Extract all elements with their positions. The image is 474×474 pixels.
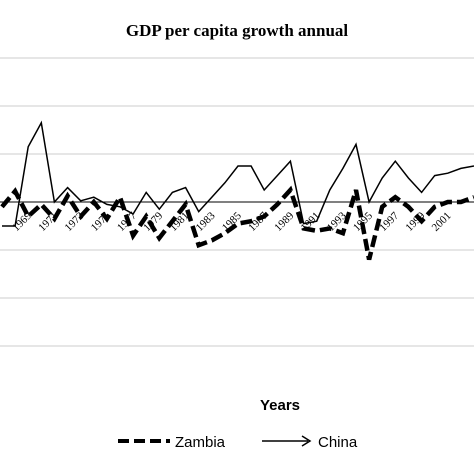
legend-arrow-china bbox=[301, 435, 312, 447]
x-tick-label: 2001 bbox=[430, 210, 454, 234]
x-axis-title: Years bbox=[260, 397, 300, 414]
legend-label-zambia: Zambia bbox=[175, 434, 226, 451]
series-layer bbox=[0, 120, 474, 261]
series-line-china bbox=[2, 120, 474, 227]
legend: Zambia China bbox=[118, 434, 358, 451]
x-tick-label: 1989 bbox=[272, 210, 296, 234]
x-tick-label: 1983 bbox=[194, 210, 218, 234]
legend-label-china: China bbox=[318, 434, 358, 451]
series-line-zambia bbox=[0, 185, 474, 261]
x-tick-label: 1975 bbox=[89, 210, 113, 234]
chart-title: GDP per capita growth annual bbox=[126, 21, 349, 40]
gridlines bbox=[0, 57, 474, 347]
